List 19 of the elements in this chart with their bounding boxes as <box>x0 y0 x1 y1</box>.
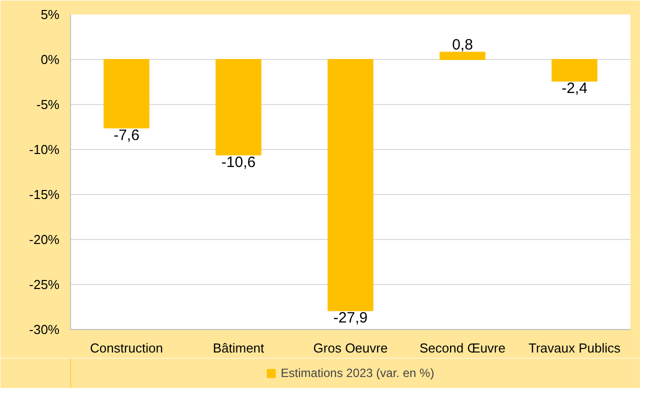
x-tick-label: Travaux Publics <box>528 340 621 356</box>
x-tick-label: Gros Oeuvre <box>313 340 388 356</box>
text: -2,4 <box>562 80 588 98</box>
text: -10,6 <box>221 154 256 171</box>
y-tick-label: -5% <box>36 97 60 112</box>
x-tick-label: Second Œuvre <box>420 340 506 356</box>
y-tick-label: 0% <box>40 52 60 67</box>
legend-label: Estimations 2023 (var. en %) <box>280 366 434 380</box>
y-tick-label: -30% <box>29 322 60 337</box>
x-tick-label: Construction <box>90 340 163 356</box>
x-tick-label: Bâtiment <box>212 340 265 356</box>
y-tick-label: 5% <box>40 7 60 22</box>
text: 0,8 <box>452 36 473 54</box>
y-tick-label: -15% <box>29 187 60 202</box>
text: -7,6 <box>114 126 140 144</box>
text: -27,9 <box>333 310 368 327</box>
y-tick-label: -20% <box>29 232 60 247</box>
y-tick-label: -10% <box>29 142 60 157</box>
y-tick-label: -25% <box>29 277 60 292</box>
